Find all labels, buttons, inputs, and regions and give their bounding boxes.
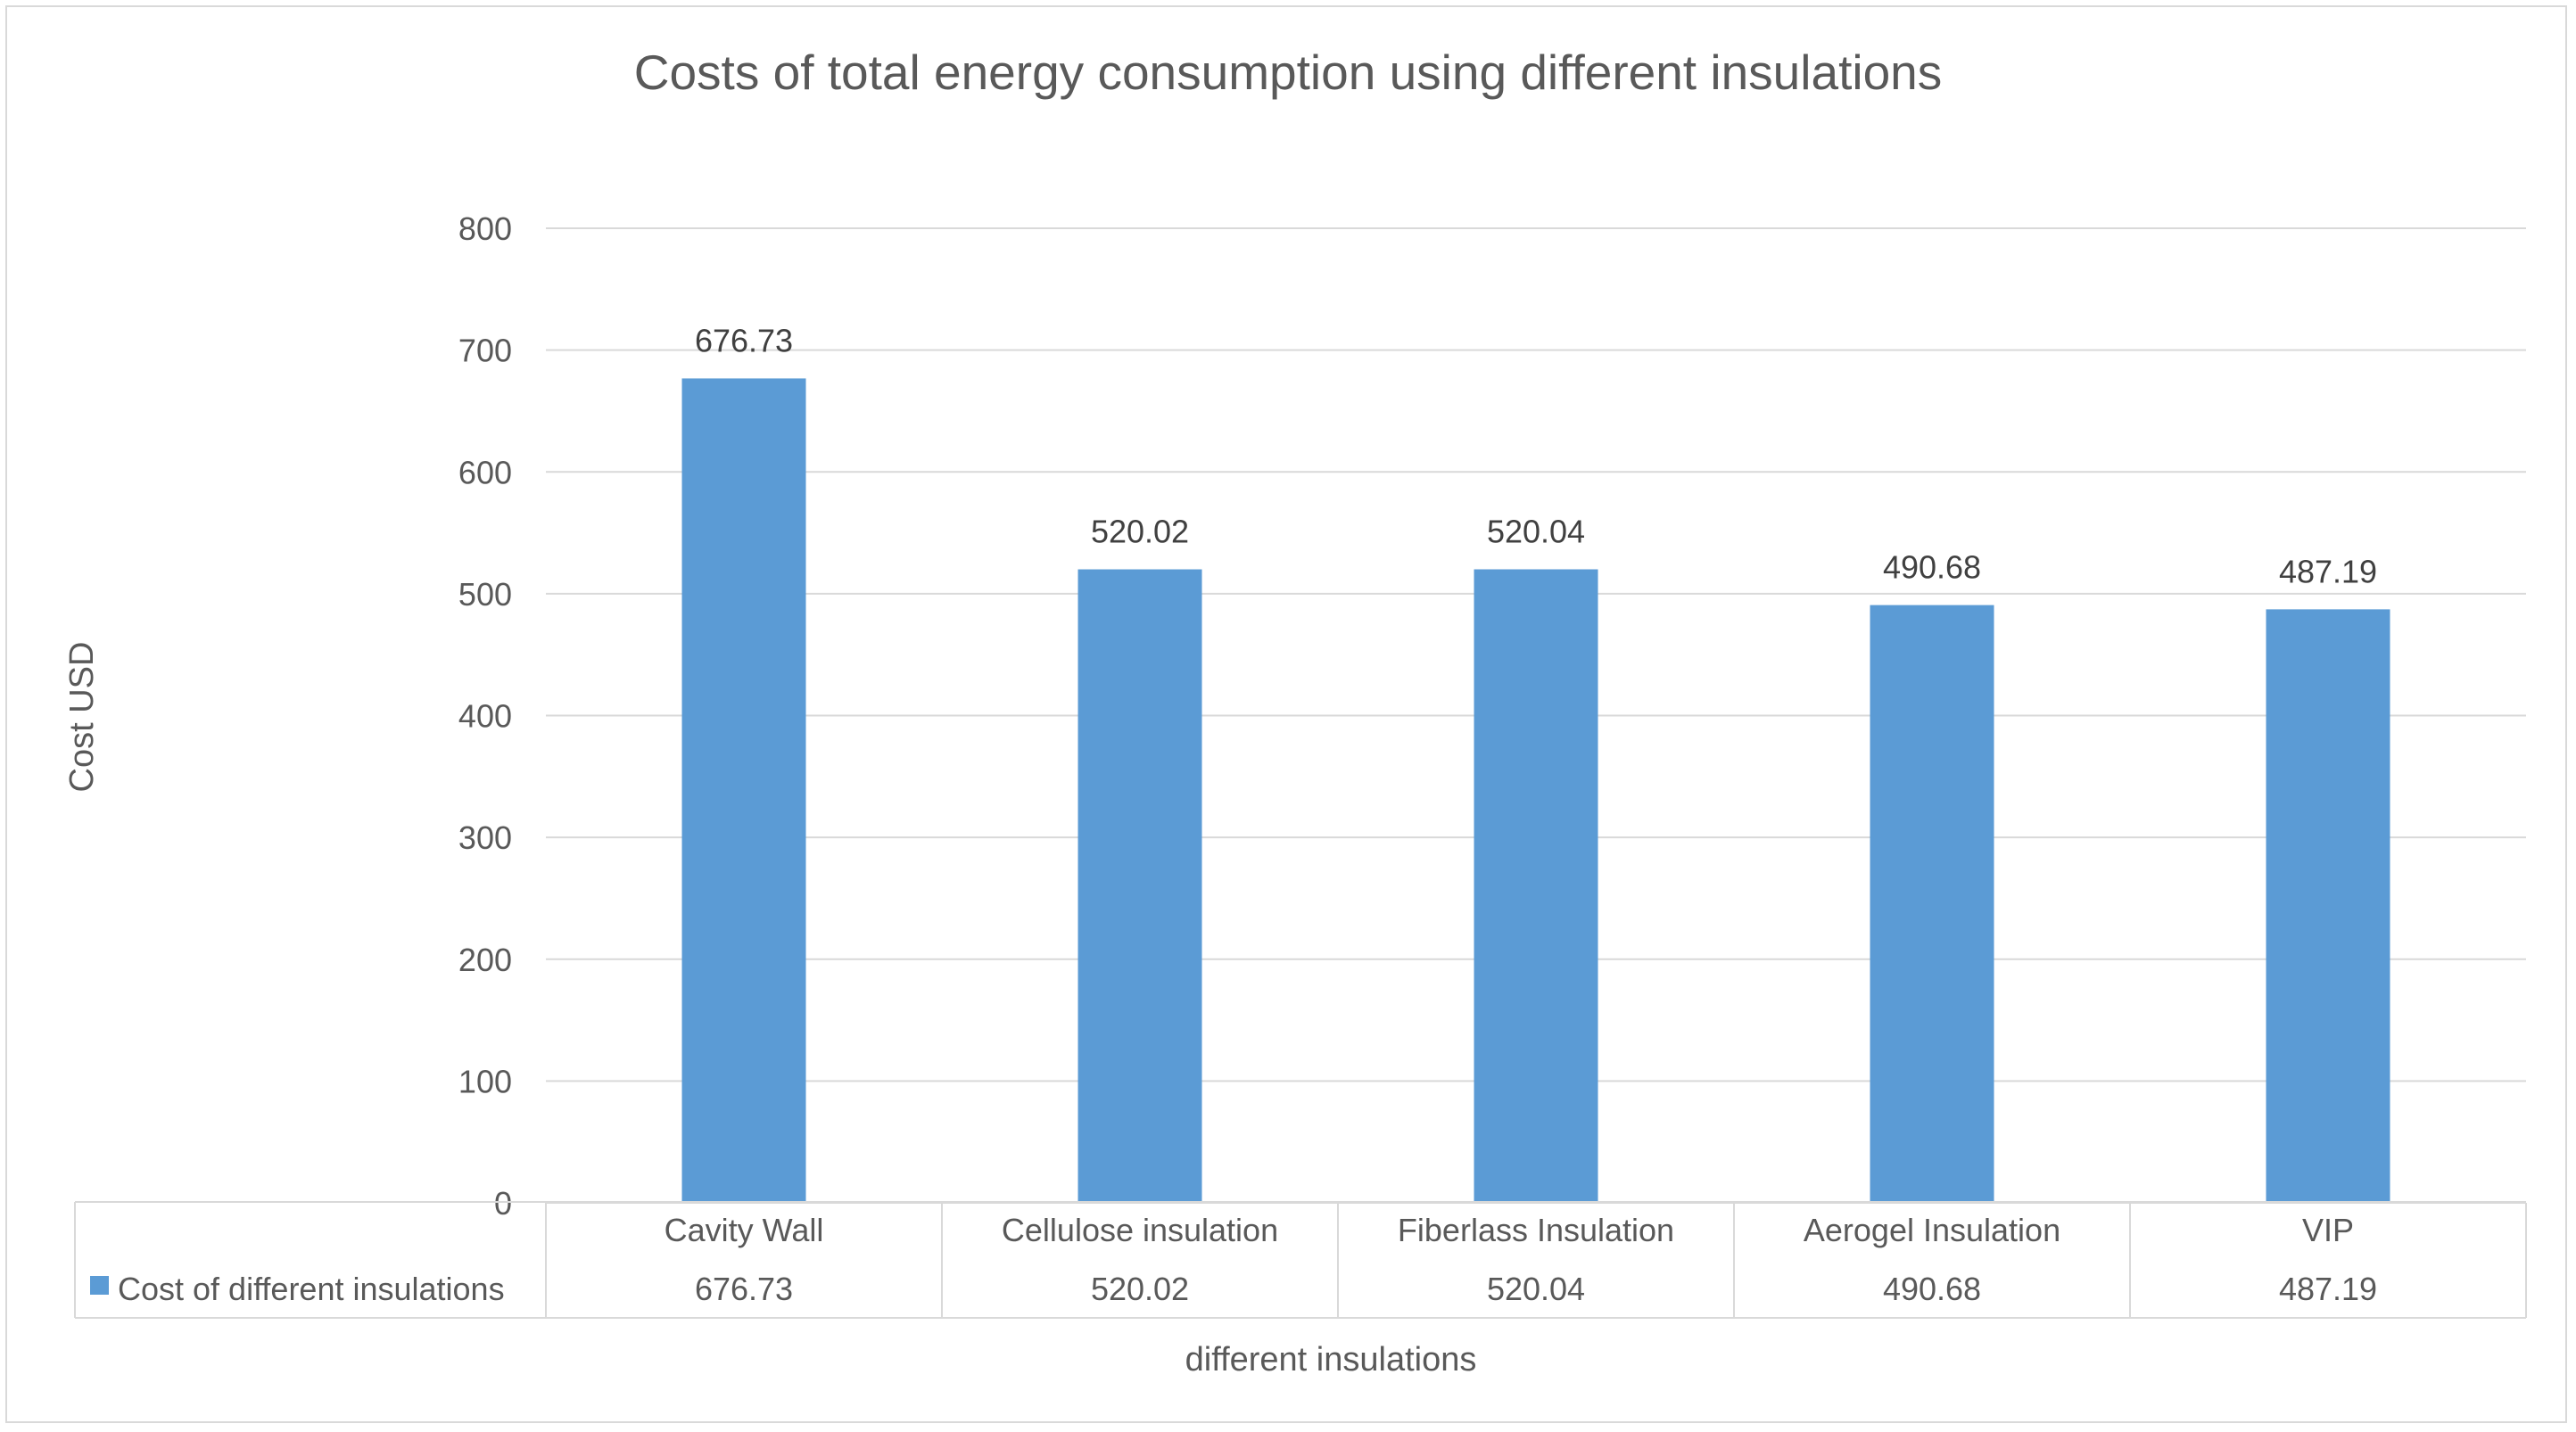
bar-data-label: 520.04 bbox=[1487, 513, 1585, 549]
table-value-cell: 520.04 bbox=[1487, 1271, 1585, 1307]
bar-data-label: 520.02 bbox=[1091, 514, 1189, 550]
y-tick-label: 600 bbox=[458, 454, 512, 490]
table-value-cell: 676.73 bbox=[695, 1271, 793, 1307]
y-tick-label: 100 bbox=[458, 1063, 512, 1099]
bar-data-label: 676.73 bbox=[695, 322, 793, 358]
bar bbox=[2266, 609, 2390, 1203]
category-label: Fiberlass Insulation bbox=[1398, 1212, 1674, 1248]
chart-title: Costs of total energy consumption using … bbox=[634, 45, 1943, 100]
y-tick-label: 300 bbox=[458, 819, 512, 856]
y-axis-ticks: 0 100 200 300 400 500 600 700 800 bbox=[458, 210, 512, 1222]
y-axis-title: Cost USD bbox=[63, 642, 101, 793]
bar-data-label: 490.68 bbox=[1883, 549, 1981, 586]
y-tick-label: 200 bbox=[458, 942, 512, 978]
table-value-cell: 487.19 bbox=[2279, 1271, 2377, 1307]
bar-data-label: 487.19 bbox=[2279, 553, 2377, 589]
bar bbox=[1870, 605, 1994, 1203]
category-label: VIP bbox=[2302, 1212, 2354, 1248]
x-axis-title: different insulations bbox=[1185, 1341, 1477, 1379]
table-value-cell: 490.68 bbox=[1883, 1271, 1981, 1307]
chart-frame bbox=[5, 5, 2567, 1423]
category-label: Aerogel Insulation bbox=[1804, 1212, 2060, 1248]
y-tick-label: 0 bbox=[494, 1185, 512, 1222]
table-value-cell: 520.02 bbox=[1091, 1271, 1189, 1307]
bar bbox=[1474, 569, 1598, 1203]
data-labels: 676.73 520.02 520.04 490.68 487.19 bbox=[695, 322, 2377, 589]
bar bbox=[1077, 569, 1202, 1203]
y-tick-label: 500 bbox=[458, 576, 512, 613]
category-label: Cavity Wall bbox=[665, 1212, 824, 1248]
y-tick-label: 700 bbox=[458, 333, 512, 369]
data-table: Cavity Wall 676.73 Cellulose insulation 520… bbox=[74, 1201, 2527, 1319]
bar bbox=[681, 378, 806, 1204]
y-tick-label: 400 bbox=[458, 698, 512, 735]
legend-series-name: Cost of different insulations bbox=[118, 1271, 505, 1307]
legend-key-swatch bbox=[90, 1276, 109, 1295]
y-tick-label: 800 bbox=[458, 210, 512, 247]
category-label: Cellulose insulation bbox=[1002, 1212, 1278, 1248]
bars bbox=[681, 378, 2390, 1204]
